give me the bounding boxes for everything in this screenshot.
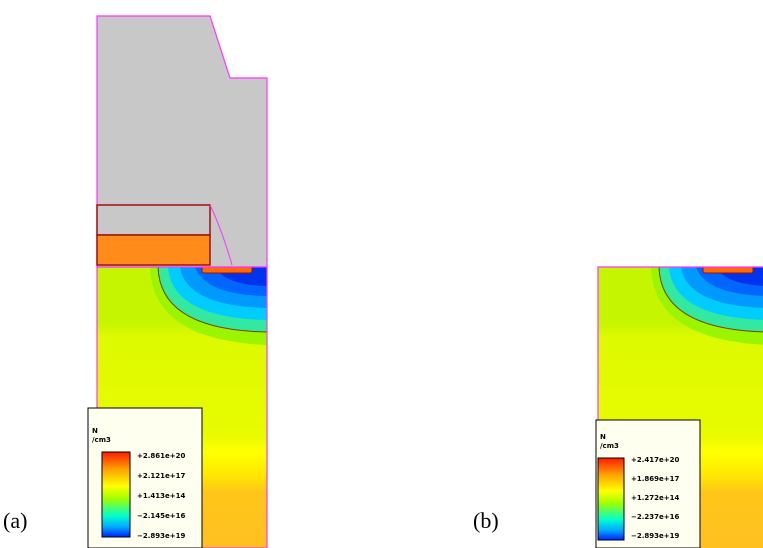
legend-tick: −2.237e+16 xyxy=(631,513,679,521)
extension xyxy=(201,267,253,274)
legend-tick: +1.413e+14 xyxy=(137,492,185,500)
gate-poly xyxy=(96,234,211,266)
legend-tick: −2.893e+19 xyxy=(631,532,679,540)
legend-tick: +2.121e+17 xyxy=(137,472,185,480)
legend-tick: +2.417e+20 xyxy=(631,456,679,464)
legend-a: N /cm3 +2.861e+20 +2.121e+17 +1.413e+14 … xyxy=(87,407,203,548)
extension xyxy=(702,267,754,274)
legend-tick: −2.893e+19 xyxy=(137,532,185,540)
gate-stack xyxy=(96,204,211,236)
color-scale xyxy=(597,457,625,541)
legend-tick: −2.145e+16 xyxy=(137,512,185,520)
legend-tick: +1.869e+17 xyxy=(631,475,679,483)
legend-b: N /cm3 +2.417e+20 +1.869e+17 +1.272e+14 … xyxy=(595,419,701,548)
panel-label: (a) xyxy=(3,508,27,533)
spacer xyxy=(209,204,233,266)
color-scale xyxy=(101,451,131,538)
legend-unit: /cm3 xyxy=(600,442,619,450)
panel-label: (b) xyxy=(473,508,499,533)
legend-title: N xyxy=(92,427,98,435)
legend-title: N xyxy=(600,433,606,441)
legend-unit: /cm3 xyxy=(92,436,111,444)
legend-tick: +2.861e+20 xyxy=(137,452,185,460)
legend-tick: +1.272e+14 xyxy=(631,494,679,502)
